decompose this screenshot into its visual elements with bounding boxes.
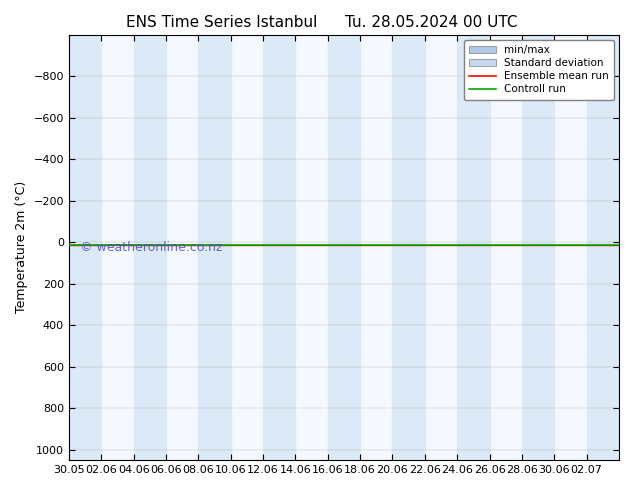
- Bar: [457, 35, 489, 460]
- Bar: [586, 35, 619, 460]
- Text: Tu. 28.05.2024 00 UTC: Tu. 28.05.2024 00 UTC: [345, 15, 517, 30]
- Bar: [392, 35, 425, 460]
- Y-axis label: Temperature 2m (°C): Temperature 2m (°C): [15, 181, 28, 314]
- Text: © weatheronline.co.nz: © weatheronline.co.nz: [80, 241, 223, 254]
- Text: ENS Time Series Istanbul: ENS Time Series Istanbul: [126, 15, 318, 30]
- Bar: [328, 35, 360, 460]
- Bar: [522, 35, 554, 460]
- Bar: [69, 35, 101, 460]
- Legend: min/max, Standard deviation, Ensemble mean run, Controll run: min/max, Standard deviation, Ensemble me…: [464, 40, 614, 99]
- Bar: [198, 35, 231, 460]
- Bar: [263, 35, 295, 460]
- Bar: [134, 35, 166, 460]
